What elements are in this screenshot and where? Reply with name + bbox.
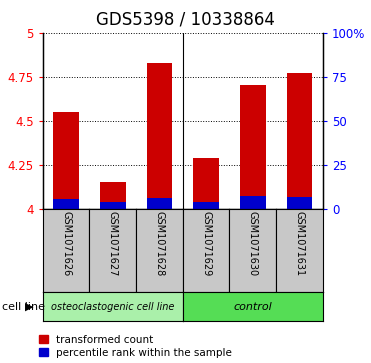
Bar: [193, 158, 219, 209]
Text: cell line: cell line: [2, 302, 45, 312]
Text: ▶: ▶: [25, 302, 34, 312]
Text: GSM1071628: GSM1071628: [154, 211, 164, 277]
Text: GDS5398 / 10338864: GDS5398 / 10338864: [96, 11, 275, 29]
Bar: [286, 73, 312, 209]
Bar: [240, 85, 266, 209]
Text: GSM1071630: GSM1071630: [248, 211, 258, 276]
Text: GSM1071626: GSM1071626: [61, 211, 71, 277]
Text: osteoclastogenic cell line: osteoclastogenic cell line: [51, 302, 174, 312]
Bar: [53, 199, 79, 209]
Bar: [147, 198, 172, 209]
Bar: [240, 196, 266, 209]
Text: GSM1071629: GSM1071629: [201, 211, 211, 277]
Bar: [53, 112, 79, 209]
Text: GSM1071627: GSM1071627: [108, 211, 118, 277]
Bar: [193, 202, 219, 209]
Text: GSM1071631: GSM1071631: [295, 211, 305, 276]
Bar: [100, 182, 125, 209]
Legend: transformed count, percentile rank within the sample: transformed count, percentile rank withi…: [39, 335, 232, 358]
Bar: [286, 197, 312, 209]
Text: control: control: [233, 302, 272, 312]
Bar: [147, 62, 172, 209]
Bar: [100, 202, 125, 209]
